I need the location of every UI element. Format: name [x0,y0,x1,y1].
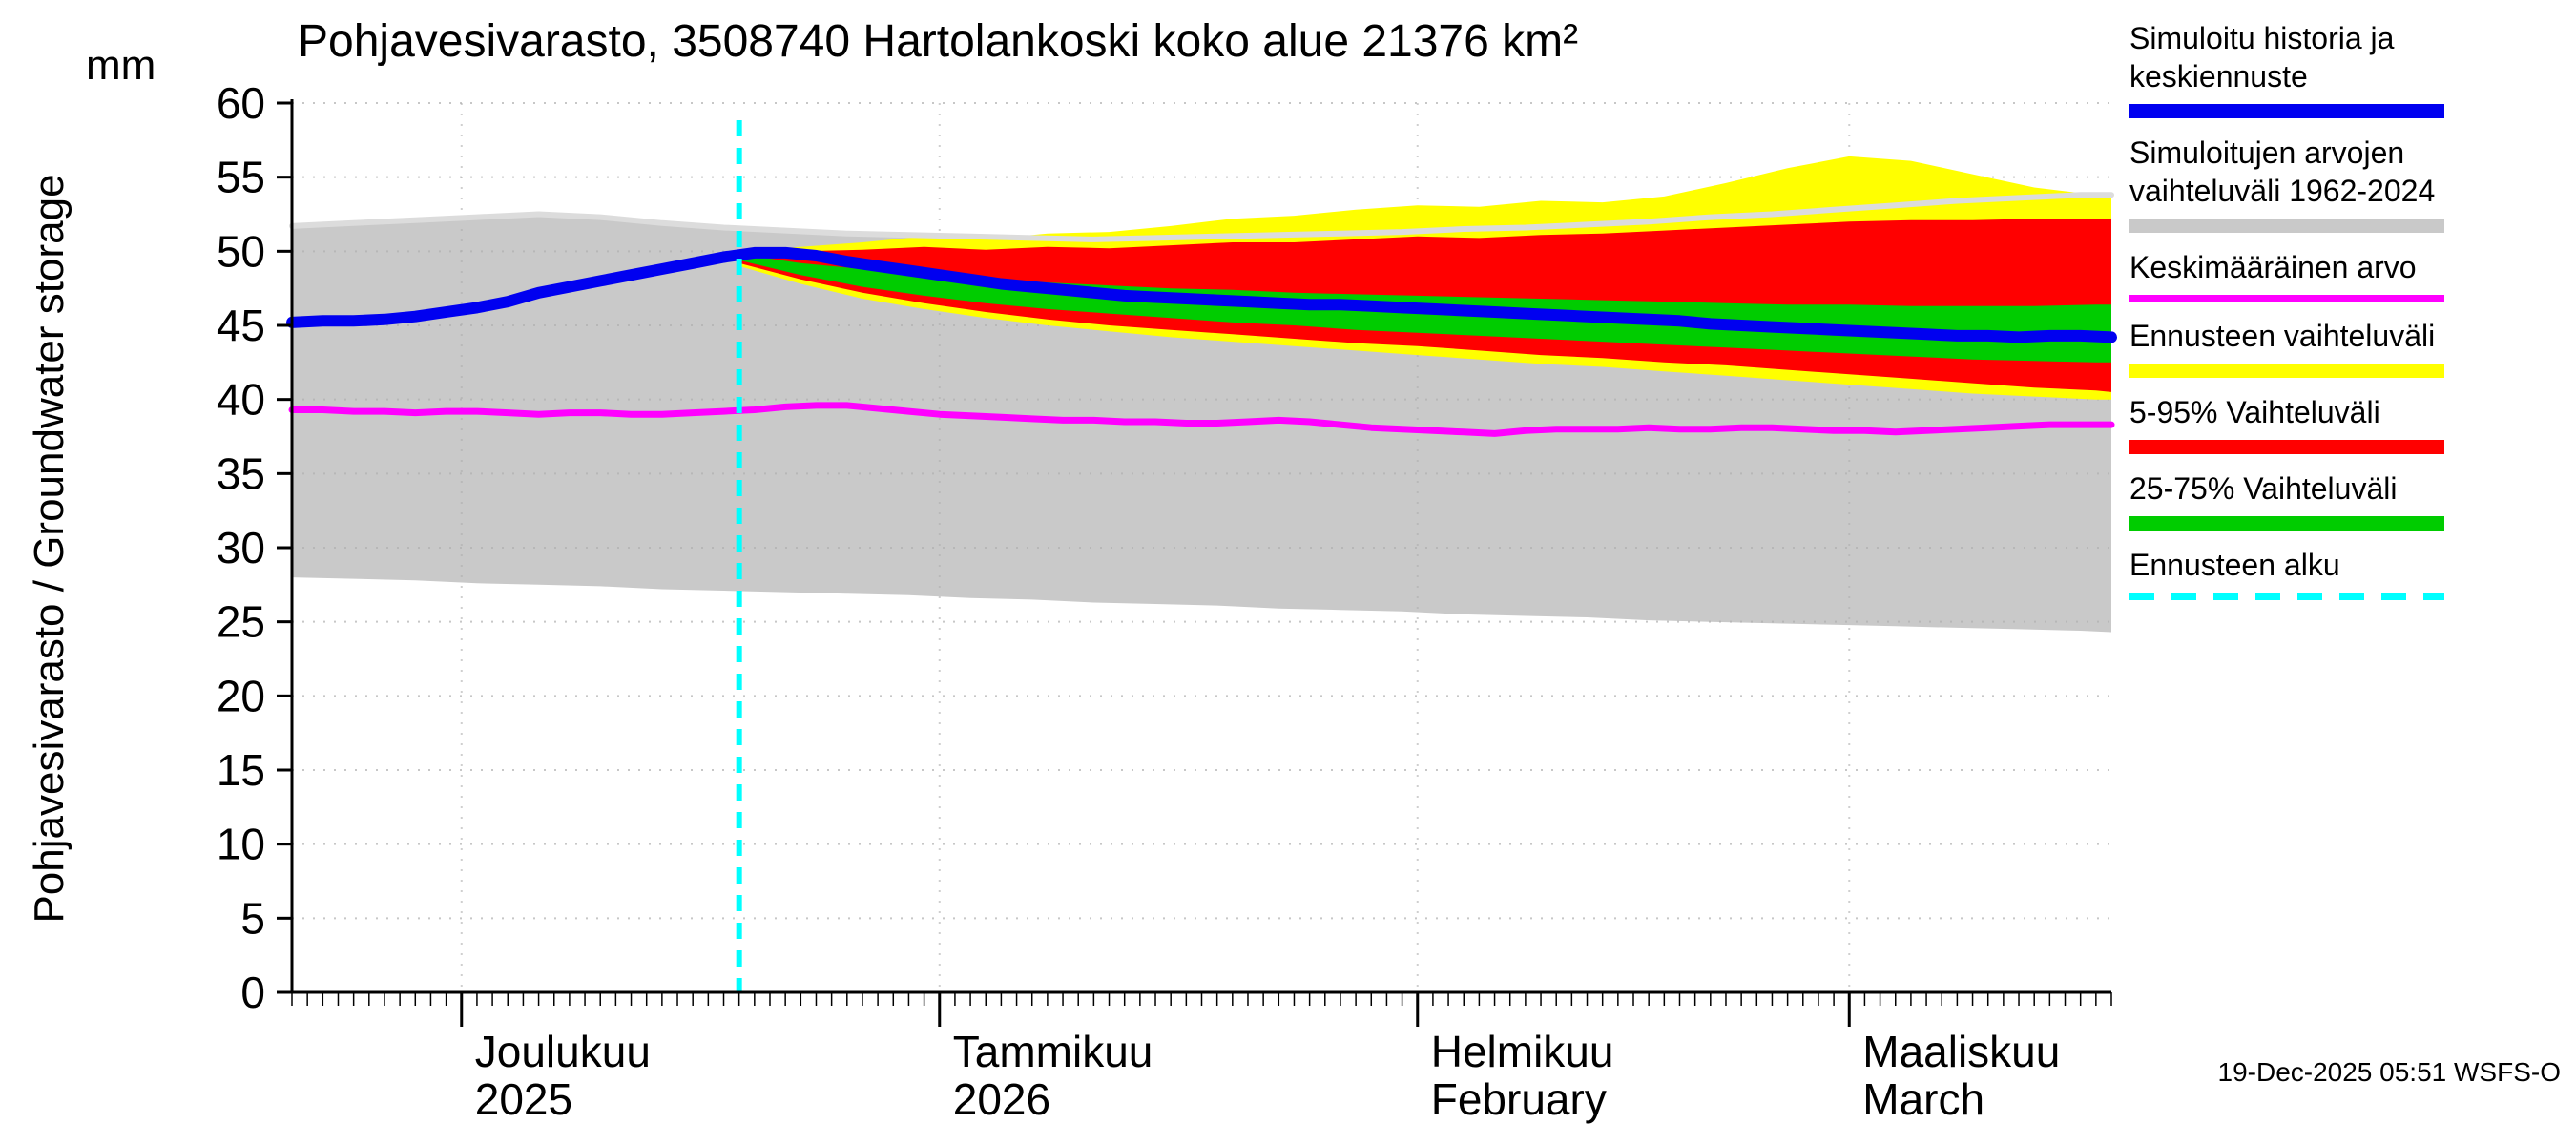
y-tick-label: 25 [217,597,265,647]
legend-label: vaihteluväli 1962-2024 [2129,174,2436,208]
legend-item-range-5-95: 5-95% Vaihteluväli [2129,393,2568,454]
legend-swatch-simulated-range-band-icon [2129,219,2444,233]
y-tick-label: 50 [217,226,265,276]
y-tick-label: 45 [217,301,265,350]
legend-label: Simuloitu historia ja [2129,21,2395,55]
y-tick-label: 0 [240,968,265,1017]
series-long-term-average [288,402,2115,437]
legend-item-forecast-start: Ennusteen alku [2129,546,2568,600]
legend: Simuloitu historia ja keskiennuste Simuloi… [2129,19,2568,615]
y-tick-label: 55 [217,153,265,202]
y-axis-unit: mm [86,42,156,89]
legend-swatch-forecast-start-dashed-icon [2129,593,2444,600]
x-month-sublabel: March [1862,1074,1984,1124]
legend-item-simulated-range: Simuloitujen arvojen vaihteluväli 1962-20… [2129,134,2568,233]
legend-item-range-25-75: 25-75% Vaihteluväli [2129,469,2568,531]
y-axis-label: Pohjavesivarasto / Groundwater storage [26,174,73,924]
legend-swatch-range-5-95-band-icon [2129,440,2444,454]
y-tick-label: 35 [217,448,265,498]
x-month-label: Tammikuu [953,1027,1153,1076]
legend-label: Ennusteen vaihteluväli [2129,319,2436,353]
x-month-sublabel: 2025 [475,1074,572,1124]
legend-item-forecast-range: Ennusteen vaihteluväli [2129,317,2568,378]
y-tick-label: 30 [217,523,265,572]
x-month-sublabel: February [1431,1074,1607,1124]
legend-label: keskiennuste [2129,59,2308,94]
legend-item-simulated-history: Simuloitu historia ja keskiennuste [2129,19,2568,118]
page-title: Pohjavesivarasto, 3508740 Hartolankoski … [298,16,1579,67]
legend-label: Ennusteen alku [2129,548,2340,582]
series-simulated-history-and-mean-forecast [286,246,2117,344]
legend-swatch-forecast-range-band-icon [2129,364,2444,378]
x-month-label: Joulukuu [475,1027,651,1076]
timestamp: 19-Dec-2025 05:51 WSFS-O [2217,1057,2562,1087]
y-tick-label: 10 [217,820,265,869]
x-month-sublabel: 2026 [953,1074,1050,1124]
series-historical-range-upper-edge [289,192,2114,242]
y-tick-label: 5 [240,893,265,943]
y-tick-label: 60 [217,78,265,128]
y-tick-label: 15 [217,745,265,795]
y-tick-label: 40 [217,375,265,425]
legend-item-average-value: Keskimääräinen arvo [2129,248,2568,302]
x-month-label: Helmikuu [1431,1027,1614,1076]
legend-swatch-average-value-thinline-icon [2129,295,2444,302]
legend-label: Simuloitujen arvojen [2129,135,2405,170]
y-tick-label: 20 [217,671,265,720]
legend-swatch-range-25-75-band-icon [2129,516,2444,531]
legend-swatch-simulated-history-line-icon [2129,104,2444,118]
legend-label: Keskimääräinen arvo [2129,250,2417,284]
x-month-label: Maaliskuu [1862,1027,2060,1076]
legend-label: 5-95% Vaihteluväli [2129,395,2380,429]
legend-label: 25-75% Vaihteluväli [2129,471,2398,506]
